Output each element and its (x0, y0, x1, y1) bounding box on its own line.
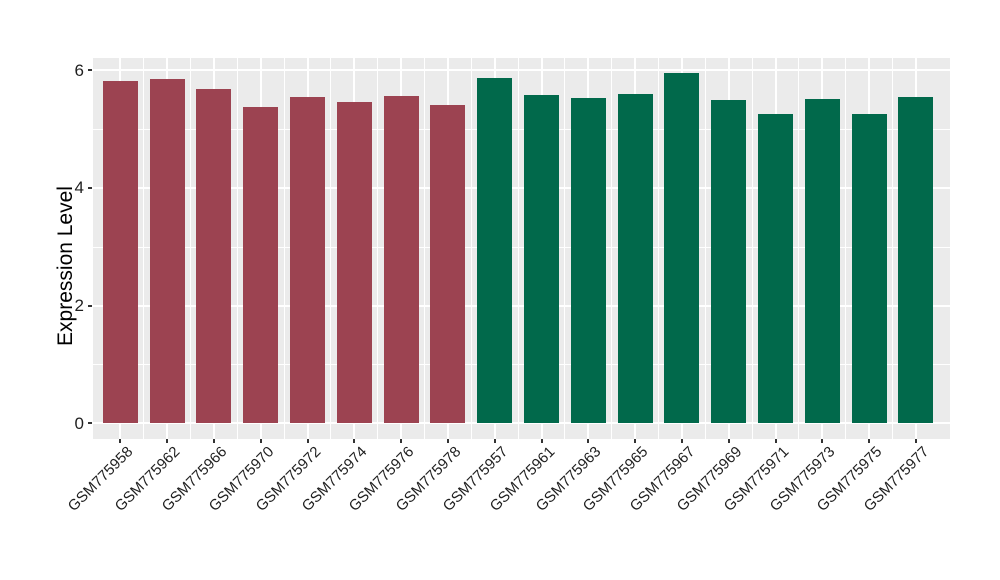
x-tick-mark-GSM775963 (587, 439, 590, 443)
gridline-minor-x12 (704, 58, 706, 439)
x-tick-mark-GSM775970 (259, 439, 262, 443)
gridline-minor-x15 (845, 58, 847, 439)
x-tick-mark-GSM775966 (212, 439, 215, 443)
x-tick-mark-GSM775957 (493, 439, 496, 443)
x-tick-mark-GSM775961 (540, 439, 543, 443)
y-tick-mark-6 (88, 69, 92, 72)
y-axis-label: Expression Level (54, 186, 77, 346)
x-tick-mark-GSM775975 (868, 439, 871, 443)
bar-GSM775969 (711, 100, 747, 424)
gridline-major-y4 (93, 186, 950, 189)
y-tick-mark-2 (88, 304, 92, 307)
bar-GSM775976 (383, 95, 419, 424)
y-tick-label-2: 2 (74, 296, 84, 316)
bar-GSM775977 (898, 96, 934, 424)
y-tick-label-0: 0 (74, 413, 84, 433)
x-tick-mark-GSM775958 (119, 439, 122, 443)
x-tick-mark-GSM775962 (166, 439, 169, 443)
gridline-minor-x5 (377, 58, 379, 439)
gridline-minor-x7 (470, 58, 472, 439)
gridline-major-y0 (93, 422, 950, 425)
x-tick-mark-GSM775971 (774, 439, 777, 443)
gridline-minor-x1 (190, 58, 191, 439)
gridline-minor-x2 (236, 58, 238, 439)
plot-panel (93, 58, 950, 439)
y-tick-label-6: 6 (74, 60, 84, 80)
x-tick-mark-GSM775967 (680, 439, 683, 443)
x-tick-mark-GSM775974 (353, 439, 356, 443)
x-tick-mark-GSM775965 (634, 439, 637, 443)
gridline-minor-x13 (751, 58, 753, 439)
bar-GSM775957 (477, 78, 513, 424)
bar-GSM775961 (524, 94, 559, 424)
bar-GSM775963 (570, 97, 606, 424)
x-tick-mark-GSM775969 (727, 439, 730, 443)
y-tick-mark-0 (88, 422, 92, 425)
gridline-minor-y1 (93, 364, 950, 366)
gridline-minor-x4 (330, 58, 332, 439)
bar-GSM775978 (430, 104, 466, 424)
bar-GSM775975 (851, 113, 887, 424)
bar-GSM775971 (758, 114, 793, 424)
gridline-minor-x10 (611, 58, 613, 439)
x-tick-mark-GSM775977 (914, 439, 917, 443)
gridline-minor-x9 (564, 58, 566, 439)
y-tick-label-4: 4 (74, 178, 84, 198)
gridline-minor-x8 (517, 58, 519, 439)
gridline-minor-x6 (424, 58, 425, 439)
bar-GSM775972 (290, 97, 325, 424)
x-tick-mark-GSM775973 (821, 439, 824, 443)
gridline-minor-x11 (658, 58, 659, 439)
y-tick-mark-4 (88, 186, 92, 189)
bar-GSM775965 (617, 93, 653, 424)
bar-GSM775974 (336, 102, 372, 424)
bar-GSM775970 (243, 107, 279, 424)
bar-GSM775966 (196, 89, 232, 424)
gridline-major-y6 (93, 69, 950, 72)
gridline-minor-x0 (143, 58, 145, 439)
x-tick-mark-GSM775976 (400, 439, 403, 443)
bar-GSM775962 (149, 79, 185, 424)
gridline-minor-y3 (93, 246, 950, 248)
bar-GSM775967 (664, 72, 700, 424)
gridline-minor-x16 (892, 58, 893, 439)
bar-GSM775958 (102, 81, 138, 424)
bar-GSM775973 (804, 98, 840, 424)
x-tick-mark-GSM775978 (446, 439, 449, 443)
gridline-minor-x14 (798, 58, 800, 439)
gridline-minor-x3 (283, 58, 285, 439)
x-tick-label-GSM775977: GSM775977 (860, 443, 933, 515)
x-tick-mark-GSM775972 (306, 439, 309, 443)
gridline-major-y2 (93, 304, 950, 307)
gridline-minor-y5 (93, 128, 950, 130)
